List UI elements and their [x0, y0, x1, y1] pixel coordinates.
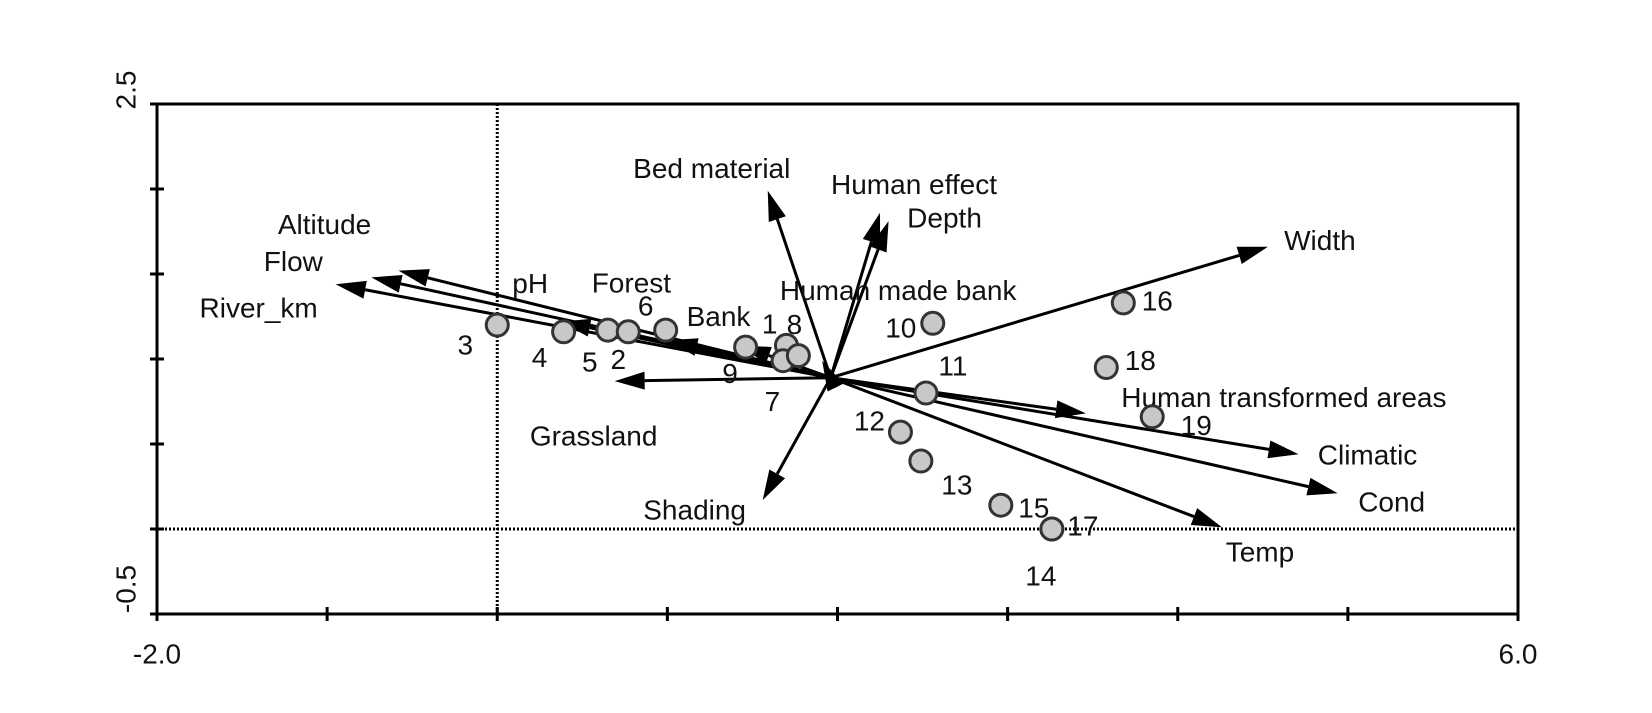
point-label: 9	[722, 358, 738, 389]
point-label: 11	[938, 350, 967, 381]
vector-line	[830, 376, 1195, 518]
sample-point	[595, 317, 621, 343]
vector-head	[862, 212, 881, 245]
vector-label: Flow	[264, 246, 324, 277]
vector-label: Shading	[643, 494, 746, 525]
vector-line	[829, 248, 880, 379]
vector-head	[1190, 508, 1222, 528]
vector-head	[767, 190, 786, 223]
point-label: 1	[762, 308, 778, 339]
point-label: 3	[457, 329, 473, 360]
vector-line	[644, 376, 831, 383]
point-label: 13	[941, 469, 972, 500]
vector-head	[869, 221, 889, 253]
vector-label: Human effect	[831, 169, 997, 200]
vector-line	[830, 376, 1309, 489]
vector-head	[762, 469, 786, 501]
sample-point	[920, 310, 946, 336]
vector-label: Depth	[907, 203, 982, 234]
vector-label: Bed material	[633, 153, 790, 184]
vector-label: Altitude	[278, 209, 371, 240]
sample-point	[1139, 404, 1165, 430]
sample-point	[551, 319, 577, 345]
x-tick-label: 6.0	[1499, 638, 1538, 669]
point-label: 4	[532, 342, 548, 373]
sample-point	[908, 448, 934, 474]
vector-head	[371, 275, 403, 293]
vector-label: Temp	[1226, 537, 1294, 568]
vector-line	[775, 376, 833, 475]
point-label: 15	[1018, 493, 1049, 524]
point-label: 12	[854, 405, 885, 436]
sample-point	[988, 492, 1014, 518]
point-label: 18	[1125, 345, 1156, 376]
sample-point	[1039, 516, 1065, 542]
vector-line	[830, 253, 1240, 380]
sample-point	[615, 319, 641, 345]
vector-label: Cond	[1358, 487, 1425, 518]
vector-head	[1267, 440, 1299, 459]
point-label: 19	[1181, 410, 1212, 441]
vector-label: Width	[1284, 225, 1356, 256]
vector-head	[398, 269, 430, 287]
vector-head	[1306, 477, 1338, 496]
vector-label: Human made bank	[780, 275, 1018, 306]
vector-label: Bank	[687, 301, 752, 332]
vector-label: Human transformed areas	[1121, 382, 1446, 413]
x-tick-label: -2.0	[133, 638, 181, 669]
sample-point	[1110, 290, 1136, 316]
point-label: 7	[765, 386, 781, 417]
y-tick-label: -0.5	[110, 565, 141, 613]
sample-point	[913, 380, 939, 406]
sample-point	[653, 317, 679, 343]
point-label: 6	[638, 290, 654, 321]
point-label: 2	[610, 344, 626, 375]
sample-point	[484, 312, 510, 338]
vector-label: pH	[512, 268, 548, 299]
vector-label: Forest	[592, 268, 672, 299]
vector-label: Climatic	[1318, 440, 1418, 471]
point-label: 8	[787, 309, 803, 340]
vector-label: Grassland	[530, 420, 658, 451]
point-label: 16	[1142, 285, 1173, 316]
vector-head	[667, 338, 699, 356]
sample-point	[887, 419, 913, 445]
sample-point	[733, 334, 759, 360]
point-label: 10	[885, 313, 916, 344]
vector-line	[775, 218, 833, 379]
point-label: 5	[582, 346, 598, 377]
point-label: 14	[1025, 560, 1056, 591]
vector-head	[1236, 246, 1268, 265]
sample-point	[1093, 355, 1119, 380]
vector-line	[829, 241, 873, 379]
sample-point	[785, 343, 811, 369]
y-tick-label: 2.5	[110, 71, 141, 110]
vector-head	[1054, 400, 1086, 419]
vector-line	[830, 376, 1270, 451]
vector-head	[614, 371, 645, 390]
vector-label: River_km	[200, 293, 318, 324]
point-label: 17	[1067, 510, 1098, 541]
vector-head	[335, 280, 367, 299]
